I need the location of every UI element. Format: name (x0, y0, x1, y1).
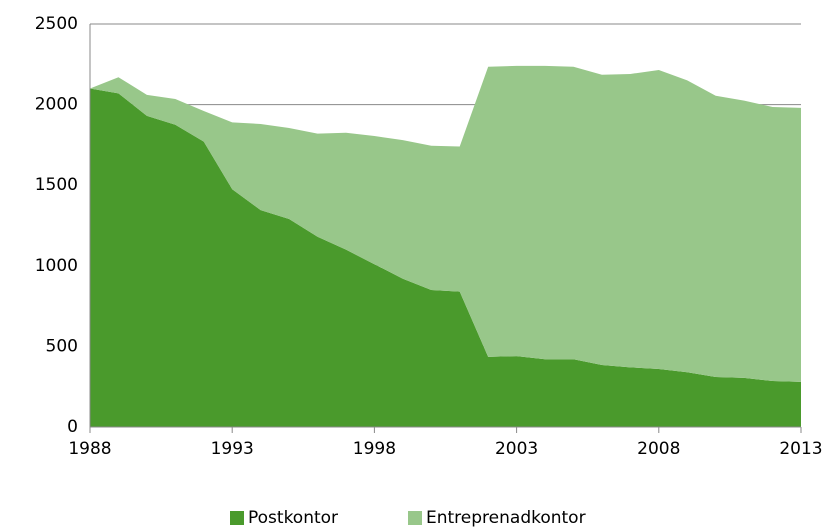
y-tick-label: 500 (46, 336, 78, 356)
legend-swatch (408, 511, 422, 525)
x-tick-label: 1998 (353, 439, 396, 459)
legend-swatch (230, 511, 244, 525)
x-tick-label: 1988 (68, 439, 111, 459)
y-tick-label: 2000 (35, 95, 78, 115)
legend-label: Entreprenadkontor (426, 508, 586, 527)
y-tick-label: 2500 (35, 14, 78, 34)
x-tick-label: 2003 (495, 439, 538, 459)
x-tick-label: 2013 (779, 439, 822, 459)
area (90, 88, 801, 427)
x-tick-label: 1993 (211, 439, 254, 459)
x-tick-label: 2008 (637, 439, 680, 459)
y-tick-label: 1500 (35, 175, 78, 195)
y-tick-label: 0 (67, 417, 78, 437)
legend-label: Postkontor (248, 508, 338, 527)
y-tick-label: 1000 (35, 256, 78, 276)
area (90, 65, 801, 382)
